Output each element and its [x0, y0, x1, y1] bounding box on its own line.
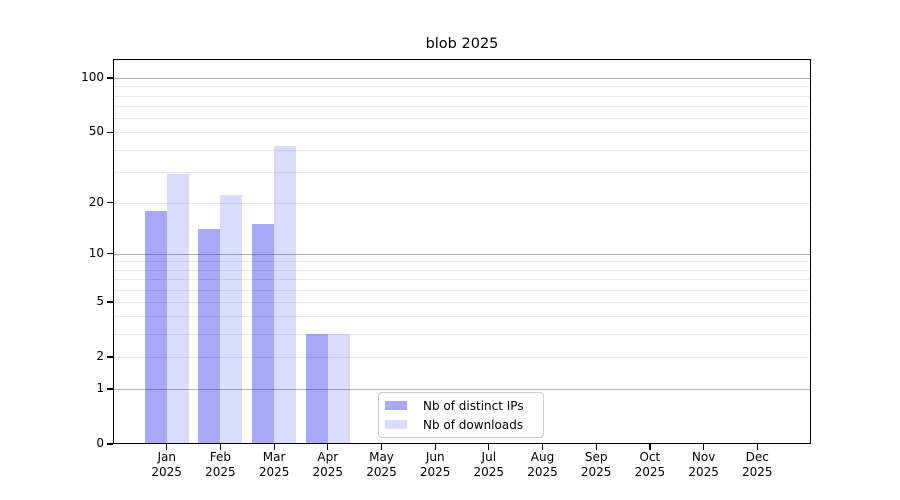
- gridline-minor: [113, 261, 811, 263]
- y-tick: [107, 356, 113, 358]
- gridline-minor: [113, 289, 811, 291]
- gridline-minor: [113, 95, 811, 97]
- x-tick-label: Apr 2025: [312, 450, 344, 479]
- bar-downloads-jan: [166, 174, 189, 444]
- y-tick-label: 10: [88, 245, 104, 260]
- x-tick: [166, 444, 168, 450]
- plot-frame: [113, 59, 811, 444]
- x-tick: [703, 444, 705, 450]
- legend-label-distinct-ips: Nb of distinct IPs: [423, 398, 524, 413]
- y-tick-label: 2: [96, 348, 104, 363]
- x-tick: [219, 444, 222, 450]
- y-tick-label: 1: [96, 381, 104, 395]
- gridline-minor: [113, 334, 811, 336]
- y-tick: [107, 131, 113, 133]
- legend-swatch-downloads: [385, 420, 407, 429]
- gridline-minor: [113, 202, 811, 204]
- x-tick: [488, 444, 490, 450]
- bar-distinct-ips-jan: [144, 210, 167, 444]
- legend-swatch-distinct-ips: [385, 401, 407, 410]
- gridline-major: [113, 78, 811, 79]
- y-tick-label: 100: [81, 70, 104, 84]
- gridline-major: [113, 253, 811, 255]
- gridline-minor: [113, 118, 811, 119]
- x-tick: [595, 444, 597, 450]
- x-tick: [434, 444, 436, 450]
- x-tick-label: May 2025: [366, 450, 397, 479]
- gridline-minor: [113, 356, 811, 358]
- bar-distinct-ips-apr: [305, 334, 328, 444]
- gridline-minor: [113, 149, 811, 151]
- legend-item-downloads: Nb of downloads: [385, 418, 543, 432]
- x-tick: [649, 444, 651, 450]
- gridline-major: [113, 389, 811, 390]
- y-tick-label: 0: [96, 436, 104, 450]
- y-tick: [107, 443, 113, 445]
- x-tick-label: Nov 2025: [688, 450, 719, 479]
- gridline-minor: [113, 106, 811, 107]
- bar-distinct-ips-mar: [252, 224, 275, 444]
- legend-item-distinct-ips: Nb of distinct IPs: [385, 399, 543, 413]
- gridline-minor: [113, 171, 811, 173]
- y-tick: [107, 388, 113, 390]
- bar-downloads-feb: [220, 195, 243, 444]
- bar-downloads-mar: [274, 145, 297, 444]
- gridline-minor: [113, 279, 811, 281]
- y-tick: [107, 77, 113, 79]
- x-tick-label: Dec 2025: [742, 450, 773, 479]
- y-tick-label: 5: [96, 293, 104, 308]
- x-tick: [756, 444, 758, 450]
- gridline-minor: [113, 132, 811, 134]
- bar-downloads-apr: [327, 334, 350, 444]
- x-tick: [327, 444, 329, 450]
- bar-distinct-ips-feb: [198, 229, 221, 444]
- x-tick-label: Sep 2025: [580, 450, 612, 479]
- y-tick: [107, 253, 113, 255]
- x-tick: [380, 444, 383, 450]
- x-tick-label: Jan 2025: [151, 450, 182, 479]
- x-tick-label: Aug 2025: [527, 450, 558, 479]
- y-tick: [107, 202, 113, 204]
- y-tick-label: 20: [88, 194, 104, 209]
- x-tick: [273, 444, 275, 450]
- x-tick-label: Jul 2025: [473, 450, 505, 479]
- x-tick-label: Jun 2025: [419, 450, 451, 479]
- gridline-minor: [113, 301, 811, 303]
- y-tick: [107, 301, 113, 303]
- chart-title: blob 2025: [425, 36, 499, 52]
- gridline-minor: [113, 316, 811, 318]
- x-tick-label: Oct 2025: [634, 450, 666, 479]
- gridline-minor: [113, 269, 811, 271]
- gridline-minor: [113, 86, 811, 88]
- x-tick: [541, 444, 544, 450]
- x-tick-label: Mar 2025: [258, 450, 290, 479]
- legend: Nb of distinct IPs Nb of downloads: [378, 392, 544, 438]
- legend-label-downloads: Nb of downloads: [423, 417, 524, 432]
- y-tick-label: 50: [88, 124, 104, 139]
- x-tick-label: Feb 2025: [205, 450, 236, 479]
